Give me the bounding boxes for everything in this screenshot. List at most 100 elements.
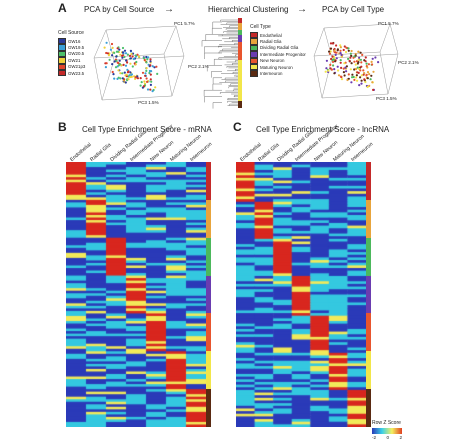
- pca1-pc1-label: PC1 5.7%: [174, 21, 195, 26]
- cell-source-legend-swatch: [58, 44, 66, 51]
- pca-point: [350, 81, 353, 84]
- pca-point: [139, 84, 142, 87]
- pca-point: [114, 66, 118, 69]
- pca-point: [149, 64, 152, 67]
- pca-point: [129, 75, 132, 79]
- pca-point: [372, 70, 375, 73]
- pca-point: [346, 78, 349, 82]
- row-cluster-segment: [206, 313, 211, 352]
- pca-point: [333, 49, 336, 52]
- cell-type-legend-label: Endothelial: [260, 32, 282, 38]
- pca-point: [149, 88, 152, 91]
- pca-point: [135, 60, 138, 64]
- pca-point: [343, 74, 346, 77]
- cell-type-legend-swatch: [250, 70, 258, 77]
- pca-point: [363, 72, 366, 75]
- cell-source-legend-label: GW16: [68, 38, 81, 44]
- pca-point: [110, 42, 114, 46]
- cluster-segment: [238, 35, 242, 43]
- cell-type-legend-item: Intermediate Progenitor: [250, 51, 306, 58]
- cell-type-legend-item: Radial Glia: [250, 38, 306, 45]
- pca-point: [339, 52, 342, 55]
- pca-type-title: PCA by Cell Type: [322, 5, 385, 14]
- pca-point: [343, 45, 346, 48]
- pca-point: [148, 71, 151, 75]
- pca-point: [331, 42, 335, 45]
- cell-type-legend-item: Endothelial: [250, 31, 306, 39]
- pca1-pc2-label: PC2 2.1%: [188, 64, 209, 69]
- pca-point: [347, 49, 350, 52]
- pca-point: [354, 63, 357, 66]
- pca-point: [331, 58, 334, 62]
- cluster-color-bar: [238, 18, 242, 108]
- cell-source-legend-label: GW19.5: [68, 45, 85, 51]
- pca-point: [362, 69, 365, 72]
- pca-point: [146, 58, 149, 61]
- pca-point: [113, 60, 116, 63]
- pca-point: [353, 68, 356, 71]
- pca-point: [119, 77, 122, 80]
- pca-point: [360, 79, 363, 82]
- pca-point: [359, 76, 362, 79]
- heatmap-cells: [236, 162, 366, 427]
- pca-source-title: PCA by Cell Source: [84, 5, 155, 14]
- cell-type-legend-label: Maturing Neuron: [260, 64, 293, 70]
- pca-point: [134, 54, 137, 57]
- pca-point: [129, 57, 132, 60]
- cluster-segment: [238, 60, 242, 101]
- pca-point: [113, 77, 116, 80]
- pca-point: [123, 55, 126, 59]
- pca-point: [139, 77, 142, 80]
- pca-point: [124, 64, 128, 67]
- pca-point: [340, 78, 344, 81]
- pca-point: [349, 56, 352, 59]
- pca-point: [145, 61, 148, 64]
- pca-point: [359, 69, 362, 72]
- column-header: Radial Glia: [89, 142, 113, 163]
- pca-point: [129, 49, 132, 52]
- colorbar-title: Row Z Score: [372, 420, 401, 426]
- pca-point: [371, 81, 374, 84]
- pca-point: [151, 90, 154, 93]
- pca-point: [369, 78, 372, 81]
- pca-point: [363, 59, 366, 62]
- pca-point: [329, 47, 333, 50]
- cell-type-legend-title: Cell Type: [250, 24, 271, 30]
- pca-point: [140, 81, 143, 84]
- hierarchical-dendrogram: [201, 19, 238, 109]
- pca-point: [126, 71, 130, 74]
- cell-type-legend-swatch: [250, 63, 258, 71]
- pca-point: [126, 68, 129, 71]
- pca-point: [333, 72, 336, 75]
- pca-point: [339, 49, 342, 52]
- pca-point: [130, 73, 133, 76]
- cell-source-legend-label: GW21: [68, 57, 81, 63]
- pca-point: [117, 76, 120, 79]
- pca-point: [124, 52, 128, 55]
- pca-point: [334, 60, 337, 63]
- row-cluster-segment: [366, 351, 371, 390]
- pca-point: [325, 67, 328, 70]
- pca-point: [351, 73, 354, 76]
- pca-point: [111, 63, 114, 66]
- pca-point: [366, 85, 369, 89]
- pca2-pc3-label: PC3 1.5%: [376, 96, 397, 101]
- pca-point: [342, 48, 345, 52]
- pca-point: [359, 51, 362, 54]
- pca-point: [353, 60, 356, 63]
- row-cluster-segment: [366, 162, 371, 200]
- pca-point: [146, 88, 150, 91]
- pca-point: [360, 65, 363, 68]
- pca-point: [372, 88, 375, 91]
- arrow-1: →: [164, 4, 174, 15]
- pca-point: [125, 73, 128, 76]
- pca-point: [363, 78, 366, 81]
- pca-point: [134, 76, 137, 79]
- row-cluster-segment: [366, 237, 371, 276]
- pca-point: [364, 80, 367, 84]
- pca-point: [119, 53, 122, 56]
- pca-point: [130, 52, 133, 56]
- pca-point: [329, 42, 333, 45]
- pca-point: [105, 51, 108, 55]
- pca-point: [329, 63, 332, 66]
